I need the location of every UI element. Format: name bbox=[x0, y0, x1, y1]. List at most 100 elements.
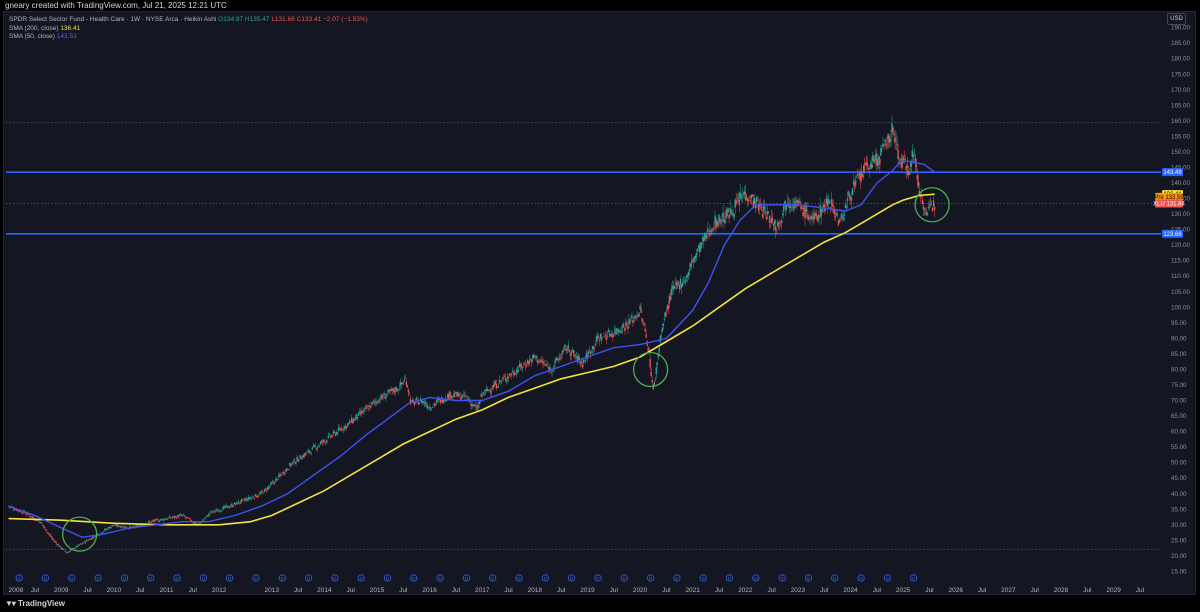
dividend-marker-icon[interactable] bbox=[410, 574, 418, 582]
sma50-label[interactable]: SMA (50, close) bbox=[9, 33, 55, 40]
candle-body bbox=[694, 256, 696, 260]
dividend-marker-icon[interactable] bbox=[173, 574, 181, 582]
candle-body bbox=[449, 391, 451, 396]
symbol-description[interactable]: SPDR Select Sector Fund - Health Care · … bbox=[9, 16, 217, 23]
dividend-marker-icon[interactable] bbox=[331, 574, 339, 582]
time-axis-tick-label: 2022 bbox=[738, 587, 753, 594]
candle-body bbox=[817, 215, 819, 220]
sma50-legend-row[interactable]: SMA (50, close) 143.53 bbox=[9, 33, 368, 42]
candle-body bbox=[516, 369, 519, 371]
candle-body bbox=[585, 352, 588, 358]
time-axis-tick-label: 2017 bbox=[475, 587, 490, 594]
candle-body bbox=[486, 389, 488, 391]
candle-body bbox=[424, 403, 427, 406]
candle-body bbox=[543, 363, 545, 365]
dividend-marker-icon[interactable] bbox=[68, 574, 76, 582]
price-chart[interactable]: D D D D D D D D D D D D D D D D D D D D D D D D D D D D D D D D D D D 15.0… bbox=[4, 12, 1195, 594]
dividend-marker-icon[interactable] bbox=[515, 574, 523, 582]
candle-body bbox=[36, 520, 38, 521]
price-tag[interactable]: 123.66 bbox=[1162, 229, 1183, 238]
candle-body bbox=[104, 529, 106, 531]
candle-body bbox=[415, 398, 418, 400]
candle-body bbox=[631, 315, 633, 319]
dividend-marker-icon[interactable] bbox=[620, 574, 628, 582]
dividend-marker-icon[interactable] bbox=[304, 574, 313, 582]
dividend-marker-icon[interactable] bbox=[541, 574, 549, 582]
dividend-marker-icon[interactable] bbox=[383, 574, 392, 582]
candle-body bbox=[675, 282, 678, 285]
dividend-marker-icon[interactable] bbox=[436, 574, 444, 582]
price-tag[interactable]: 143.49 bbox=[1162, 168, 1183, 177]
dividend-marker-icon[interactable] bbox=[147, 574, 155, 582]
dividend-marker-icon[interactable] bbox=[910, 574, 918, 582]
symbol-legend-row[interactable]: SPDR Select Sector Fund - Health Care · … bbox=[9, 16, 368, 25]
candle-body bbox=[566, 349, 568, 351]
dividend-marker-letter: D bbox=[360, 576, 364, 581]
candle-body bbox=[307, 450, 309, 451]
dividend-marker-icon[interactable] bbox=[462, 574, 471, 582]
dividend-marker-icon[interactable] bbox=[778, 574, 786, 582]
candle-body bbox=[625, 322, 627, 326]
tradingview-brand[interactable]: ▼▾ TradingView bbox=[5, 599, 65, 608]
dividend-marker-icon[interactable] bbox=[725, 574, 734, 582]
candle-body bbox=[91, 537, 94, 539]
dividend-marker-icon[interactable] bbox=[252, 574, 260, 582]
sma50-line[interactable] bbox=[8, 160, 936, 539]
candle-body bbox=[902, 157, 904, 163]
candle-body bbox=[638, 312, 640, 317]
candle-body bbox=[701, 243, 703, 245]
time-axis-tick-label: Jul bbox=[610, 587, 619, 594]
candle-body bbox=[793, 205, 795, 209]
annotation-circle[interactable] bbox=[914, 187, 950, 223]
dividend-marker-icon[interactable] bbox=[699, 574, 707, 582]
dividend-marker-letter: D bbox=[517, 576, 521, 581]
candle-body bbox=[478, 401, 480, 404]
currency-button[interactable]: USD bbox=[1167, 13, 1186, 25]
dividend-marker-icon[interactable] bbox=[489, 574, 497, 582]
sma200-line[interactable] bbox=[8, 193, 935, 526]
dividend-marker-icon[interactable] bbox=[831, 574, 839, 582]
dividend-marker-letter: D bbox=[149, 576, 153, 581]
dividend-marker-icon[interactable] bbox=[94, 574, 102, 582]
annotation-circle[interactable] bbox=[62, 516, 98, 552]
chart-panel[interactable]: D D D D D D D D D D D D D D D D D D D D D D D D D D D D D D D D D D D 15.0… bbox=[3, 11, 1196, 595]
price-tag[interactable]: Pre 133.59 bbox=[1154, 192, 1184, 201]
dividend-marker-icon[interactable] bbox=[594, 574, 602, 582]
dividend-marker-icon[interactable] bbox=[41, 574, 50, 582]
dividend-marker-icon[interactable] bbox=[804, 574, 813, 582]
dividend-marker-icon[interactable] bbox=[646, 574, 655, 582]
dividend-marker-icon[interactable] bbox=[120, 574, 128, 582]
candle-body bbox=[667, 305, 670, 309]
dividend-marker-icon[interactable] bbox=[199, 574, 207, 582]
dividend-marker-icon[interactable] bbox=[226, 574, 234, 582]
candle-body bbox=[592, 346, 595, 349]
candle-body bbox=[398, 389, 400, 391]
candle-body bbox=[186, 517, 188, 518]
dividend-marker-icon[interactable] bbox=[857, 574, 865, 582]
candle-body bbox=[21, 511, 23, 513]
candle-body bbox=[810, 217, 812, 220]
sma200-legend-row[interactable]: SMA (200, close) 136.41 bbox=[9, 25, 368, 34]
dividend-marker-icon[interactable] bbox=[752, 574, 760, 582]
dividend-marker-icon[interactable] bbox=[278, 574, 286, 582]
time-axis-tick-label: 2019 bbox=[580, 587, 595, 594]
price-tag[interactable]: XLU 131.84 bbox=[1153, 199, 1186, 208]
candle-body bbox=[933, 207, 936, 211]
dividend-marker-icon[interactable] bbox=[673, 574, 681, 582]
candle-body bbox=[143, 525, 145, 526]
dividend-marker-icon[interactable] bbox=[357, 574, 365, 582]
candle-body bbox=[538, 361, 540, 363]
candle-body bbox=[428, 407, 431, 409]
dividend-marker-icon[interactable] bbox=[15, 574, 23, 582]
candle-body bbox=[685, 274, 688, 278]
candle-body bbox=[485, 389, 487, 390]
candle-body bbox=[499, 381, 502, 382]
price-axis-tick-label: 65.00 bbox=[1171, 413, 1187, 420]
candle-body bbox=[234, 504, 236, 505]
candle-body bbox=[160, 518, 163, 520]
dividend-marker-icon[interactable] bbox=[883, 574, 891, 582]
time-axis-tick-label: 2024 bbox=[843, 587, 858, 594]
annotation-circle[interactable] bbox=[632, 351, 669, 388]
dividend-marker-icon[interactable] bbox=[568, 574, 576, 582]
sma200-label[interactable]: SMA (200, close) bbox=[9, 24, 59, 32]
